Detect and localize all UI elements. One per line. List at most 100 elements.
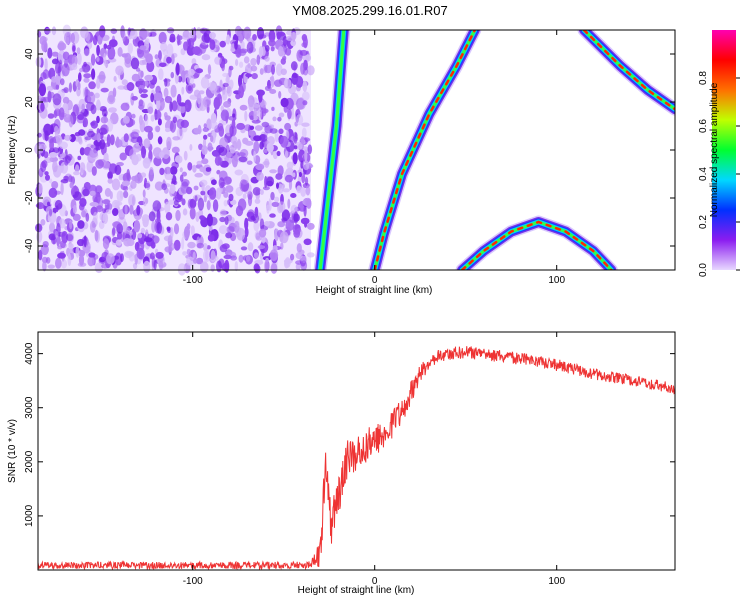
noise-speck xyxy=(276,182,279,189)
noise-speck xyxy=(259,189,264,195)
noise-speck xyxy=(212,199,219,213)
noise-speck xyxy=(244,110,248,122)
noise-speck xyxy=(295,263,301,271)
noise-speck xyxy=(230,147,236,154)
noise-speck xyxy=(83,73,92,79)
noise-speck xyxy=(292,152,298,165)
noise-speck xyxy=(287,108,292,120)
noise-speck xyxy=(169,33,176,43)
noise-speck xyxy=(200,261,209,273)
colorbar: 0.0 0.2 0.4 0.6 0.8 Normalized spectral ampl… xyxy=(698,30,740,277)
noise-speck xyxy=(216,260,222,273)
noise-speck xyxy=(125,227,131,235)
noise-speck xyxy=(283,39,289,48)
noise-speck xyxy=(211,179,217,186)
noise-speck xyxy=(124,204,128,215)
noise-speck xyxy=(306,65,315,76)
noise-speck xyxy=(264,55,270,62)
noise-speck xyxy=(240,246,248,251)
noise-speck xyxy=(207,82,217,91)
noise-speck xyxy=(37,95,44,100)
noise-speck xyxy=(190,225,195,236)
noise-speck xyxy=(278,91,282,99)
noise-speck xyxy=(165,212,173,221)
noise-speck xyxy=(284,174,294,183)
noise-speck xyxy=(58,218,66,229)
noise-speck xyxy=(78,129,86,136)
noise-speck xyxy=(155,251,164,259)
noise-speck xyxy=(41,96,51,103)
noise-speck xyxy=(259,218,265,231)
noise-speck xyxy=(110,28,118,34)
noise-speck xyxy=(139,60,146,66)
noise-speck xyxy=(197,197,205,211)
noise-speck xyxy=(88,252,96,258)
colorbar-tick-label: 0.0 xyxy=(698,263,709,277)
noise-speck xyxy=(108,107,117,113)
noise-speck xyxy=(152,200,162,212)
noise-speck xyxy=(144,125,153,133)
noise-speck xyxy=(137,78,146,92)
noise-speck xyxy=(201,158,209,165)
noise-speck xyxy=(60,259,68,269)
noise-speck xyxy=(304,149,308,162)
noise-speck xyxy=(127,43,133,54)
noise-speck xyxy=(137,233,143,239)
noise-speck xyxy=(158,31,167,45)
noise-speck xyxy=(218,146,228,156)
noise-speck xyxy=(264,221,270,227)
noise-speck xyxy=(60,182,64,196)
noise-speck xyxy=(90,53,96,66)
noise-speck xyxy=(276,31,281,40)
noise-speck xyxy=(114,164,122,176)
noise-speck xyxy=(175,209,181,222)
snr-panel: -100 0 100 1000 2000 3000 4000 Height of strai… xyxy=(7,331,676,596)
noise-speck xyxy=(254,206,259,218)
noise-speck xyxy=(179,105,186,114)
heatmap-x-tick-label: 100 xyxy=(548,275,565,286)
noise-speck xyxy=(115,65,124,76)
noise-speck xyxy=(141,145,146,159)
noise-speck xyxy=(195,68,203,74)
noise-speck xyxy=(232,113,236,118)
noise-speck xyxy=(237,198,247,211)
noise-speck xyxy=(37,183,43,195)
noise-speck xyxy=(111,178,121,191)
noise-speck xyxy=(220,109,230,121)
noise-speck xyxy=(164,78,168,87)
noise-speck xyxy=(229,125,234,137)
noise-speck xyxy=(154,181,164,191)
noise-speck xyxy=(159,167,165,176)
figure-title: YM08.2025.299.16.01.R07 xyxy=(292,3,447,18)
noise-speck xyxy=(128,252,135,262)
noise-speck xyxy=(72,213,81,221)
noise-speck xyxy=(242,193,247,200)
noise-speck xyxy=(225,185,234,193)
heatmap-y-axis-label: Frequency (Hz) xyxy=(7,116,18,185)
noise-speck xyxy=(104,187,112,197)
noise-speck xyxy=(79,147,85,156)
noise-speck xyxy=(292,172,296,178)
noise-speck xyxy=(210,135,214,143)
noise-speck xyxy=(163,87,169,98)
noise-speck xyxy=(82,188,90,197)
noise-speck xyxy=(230,135,238,144)
noise-speck xyxy=(164,115,171,121)
noise-speck xyxy=(95,159,104,169)
noise-speck xyxy=(225,76,230,84)
noise-speck xyxy=(51,184,58,189)
noise-speck xyxy=(73,171,80,176)
noise-speck xyxy=(166,43,174,57)
noise-speck xyxy=(295,114,304,126)
noise-speck xyxy=(218,177,225,189)
noise-speck xyxy=(91,68,96,80)
noise-speck xyxy=(64,31,73,44)
noise-speck xyxy=(269,89,277,94)
noise-speck xyxy=(115,239,122,246)
noise-speck xyxy=(268,198,272,211)
noise-speck xyxy=(77,220,85,229)
noise-speck xyxy=(142,157,151,169)
noise-speck xyxy=(256,171,264,181)
heatmap-arc-2 xyxy=(368,30,482,270)
noise-speck xyxy=(191,58,197,65)
